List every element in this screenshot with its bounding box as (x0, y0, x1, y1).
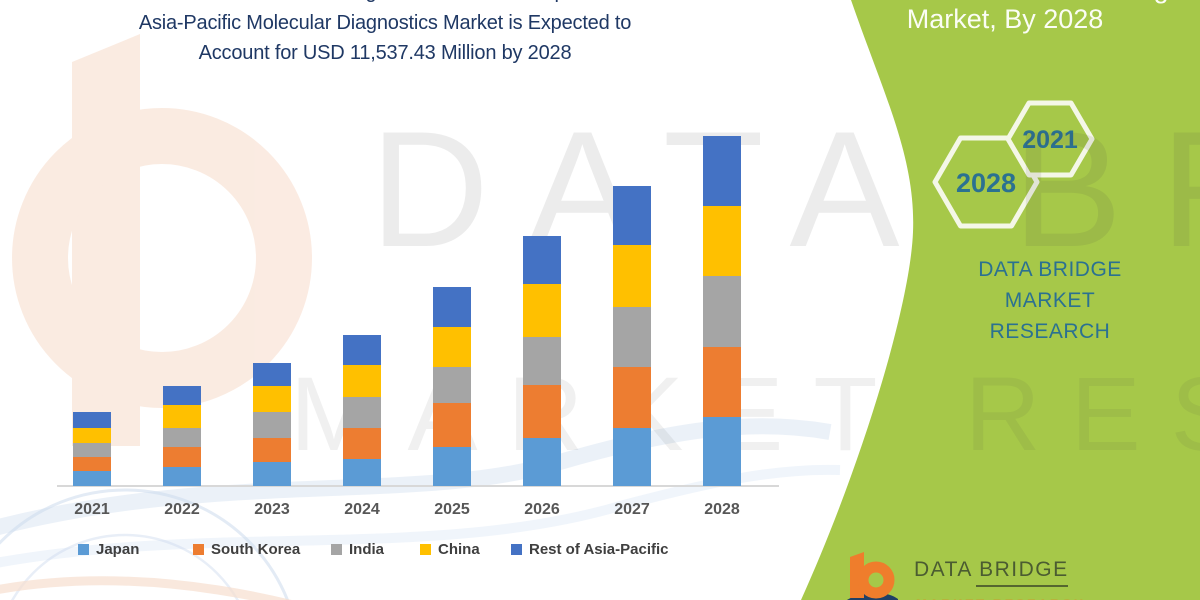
chart-title: Asia-Pacific Molecular Diagnostics Marke… (75, 8, 695, 68)
bar-segment-2023-rest-of-asia-pacific (253, 362, 291, 386)
panel-heading-clipped: Asia-Pacific Molecular Diagnostics (840, 0, 1170, 8)
x-axis-line (57, 485, 779, 487)
bar-segment-2025-india (433, 366, 471, 404)
bar-segment-2023-india (253, 411, 291, 439)
panel-heading: Market, By 2028 (906, 4, 1104, 34)
hexagon-2028-label: 2028 (956, 168, 1016, 198)
legend-item-japan: Japan (78, 541, 139, 558)
bar-segment-2024-rest-of-asia-pacific (343, 334, 381, 365)
legend-item-china: China (420, 541, 480, 558)
bar-segment-2022-rest-of-asia-pacific (163, 386, 201, 406)
bar-segment-2021-india (73, 443, 111, 458)
bar-segment-2026-japan (523, 437, 561, 486)
legend-item-south-korea: South Korea (193, 541, 300, 558)
bar-segment-2027-india (613, 306, 651, 367)
bar-segment-2022-india (163, 428, 201, 447)
bar-segment-2022-south-korea (163, 446, 201, 467)
footer-sub-text-clipped: MARKET RESEARCH (916, 596, 1086, 600)
legend-swatch-japan (78, 544, 89, 555)
legend-label: South Korea (211, 541, 301, 558)
legend-swatch-china (420, 544, 431, 555)
bar-segment-2023-japan (253, 461, 291, 486)
bar-segment-2025-china (433, 326, 471, 367)
bar-segment-2026-china (523, 284, 561, 337)
x-axis-label-2028: 2028 (704, 501, 740, 518)
x-axis-label-2027: 2027 (614, 501, 650, 518)
panel-brand-line2: RESEARCH (989, 320, 1111, 343)
bar-segment-2021-rest-of-asia-pacific (73, 412, 111, 429)
bar-segment-2021-china (73, 428, 111, 444)
bar-segment-2021-south-korea (73, 457, 111, 471)
circle-outlines (0, 488, 290, 600)
bar-segment-2027-south-korea (613, 366, 651, 429)
x-axis-label-2026: 2026 (524, 501, 560, 518)
footer-logo: DATA BRIDGE MARKET RESEARCH (840, 548, 1090, 600)
x-axis-label-2025: 2025 (434, 501, 470, 518)
legend-label: Japan (96, 541, 140, 558)
legend-label: Rest of Asia-Pacific (529, 541, 669, 558)
bar-segment-2022-japan (163, 466, 201, 486)
bar-segment-2028-south-korea (703, 347, 741, 417)
bar-segment-2024-china (343, 364, 381, 397)
bar-segment-2026-india (523, 336, 561, 385)
bar-segment-2024-south-korea (343, 428, 381, 460)
chart-title-line1: Asia-Pacific Molecular Diagnostics Marke… (138, 12, 632, 34)
bar-segment-2027-rest-of-asia-pacific (613, 185, 651, 245)
legend-swatch-south-korea (193, 544, 204, 555)
peach-b-watermark (12, 34, 312, 446)
bar-segment-2028-rest-of-asia-pacific (703, 136, 741, 206)
panel-brand-line1: DATA BRIDGE MARKET (978, 258, 1122, 312)
footer-brand-underline (976, 585, 1068, 587)
bar-segment-2025-south-korea (433, 403, 471, 447)
legend-label: China (438, 541, 480, 558)
bar-segment-2028-japan (703, 416, 741, 486)
footer-brand-text: DATA BRIDGE (914, 558, 1069, 581)
bar-segment-2027-japan (613, 428, 651, 486)
bar-segment-2023-south-korea (253, 438, 291, 462)
x-axis-label-2024: 2024 (344, 501, 380, 518)
bar-segment-2022-china (163, 405, 201, 429)
bar-segment-2021-japan (73, 470, 111, 486)
hexagon-2021-label: 2021 (1022, 126, 1078, 154)
bar-segment-2028-china (703, 205, 741, 276)
bar-segment-2024-india (343, 396, 381, 429)
chart-title-line2: Account for USD 11,537.43 Million by 202… (198, 42, 572, 64)
legend-swatch-india (331, 544, 342, 555)
x-axis-label-2022: 2022 (164, 501, 200, 518)
clipped-top-text: Asia-Pacific Molecular Diagnostics Marke… (75, 0, 695, 7)
data-bridge-logo-icon (847, 552, 898, 600)
legend-item-india: India (331, 541, 384, 558)
x-axis-label-2021: 2021 (74, 501, 110, 518)
bar-segment-2025-rest-of-asia-pacific (433, 286, 471, 327)
bar-segment-2027-china (613, 244, 651, 307)
hexagon-2028 (932, 135, 1040, 229)
bar-segment-2028-india (703, 275, 741, 348)
panel-brand-text: DATA BRIDGE MARKET RESEARCH (930, 254, 1170, 347)
bar-segment-2026-south-korea (523, 385, 561, 438)
bar-segment-2025-japan (433, 446, 471, 486)
hexagon-2021 (1005, 100, 1095, 178)
bar-segment-2023-china (253, 385, 291, 412)
x-axis-label-2023: 2023 (254, 501, 290, 518)
legend-item-rest-of-asia-pacific: Rest of Asia-Pacific (511, 541, 669, 558)
bar-segment-2024-japan (343, 459, 381, 486)
peach-curve (0, 576, 292, 600)
legend-swatch-rest-of-asia-pacific (511, 544, 522, 555)
bar-segment-2026-rest-of-asia-pacific (523, 236, 561, 285)
legend-label: India (349, 541, 385, 558)
